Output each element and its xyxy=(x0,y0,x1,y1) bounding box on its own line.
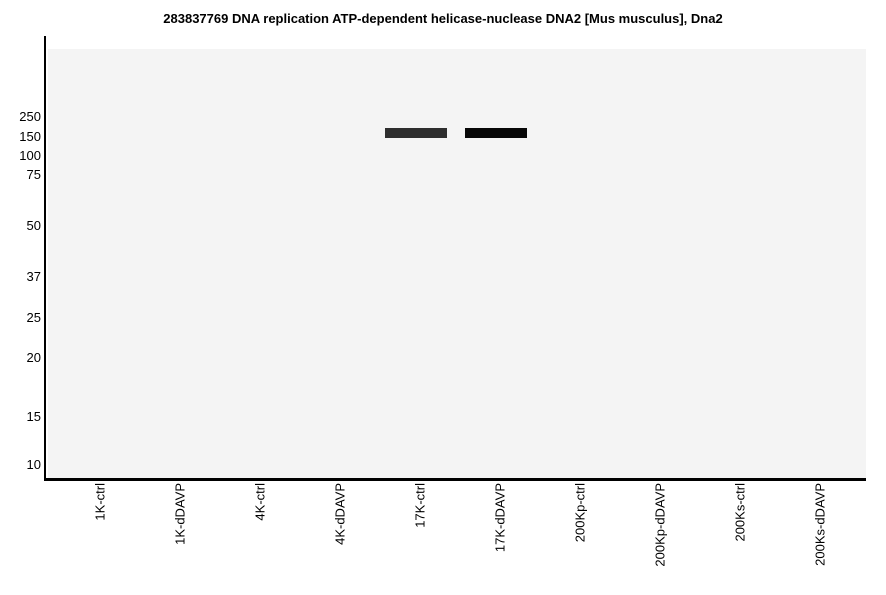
x-axis-line xyxy=(44,478,866,481)
y-axis-tick-label: 250 xyxy=(19,109,41,124)
chart-title: 283837769 DNA replication ATP-dependent … xyxy=(163,11,723,26)
y-axis-tick-label: 100 xyxy=(19,148,41,163)
y-axis-tick-label: 37 xyxy=(26,269,41,284)
y-axis-tick-label: 10 xyxy=(26,457,41,472)
lane-label: 4K-dDAVP xyxy=(332,483,348,545)
plot-area xyxy=(48,49,866,478)
y-axis-line xyxy=(44,36,46,481)
lane-label: 17K-ctrl xyxy=(412,483,428,528)
lane-label: 4K-ctrl xyxy=(252,483,268,521)
lane-label: 17K-dDAVP xyxy=(492,483,508,553)
y-axis-tick-label: 50 xyxy=(26,218,41,233)
y-axis-tick-label: 20 xyxy=(26,350,41,365)
lane-label: 200Kp-dDAVP xyxy=(652,483,668,567)
protein-band xyxy=(385,128,447,138)
lane-label: 200Ks-dDAVP xyxy=(812,483,828,566)
y-axis-tick-label: 25 xyxy=(26,310,41,325)
lane-label: 1K-dDAVP xyxy=(172,483,188,545)
y-axis-tick-label: 15 xyxy=(26,409,41,424)
y-axis-tick-label: 75 xyxy=(26,167,41,182)
y-axis-tick-label: 150 xyxy=(19,129,41,144)
lane-label: 1K-ctrl xyxy=(92,483,108,521)
lane-label: 200Kp-ctrl xyxy=(572,483,588,543)
lane-label: 200Ks-ctrl xyxy=(732,483,748,542)
protein-band xyxy=(465,128,527,138)
